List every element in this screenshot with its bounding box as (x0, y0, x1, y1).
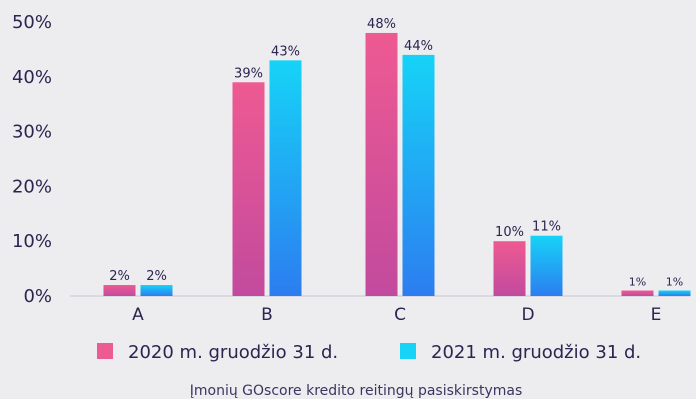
bar-data-label: 43% (271, 44, 300, 59)
bar-data-label: 10% (495, 225, 524, 240)
bar-data-label: 2% (109, 269, 130, 284)
bar-data-label: 44% (404, 39, 433, 54)
y-tick-label: 30% (12, 122, 52, 143)
y-axis: 0% 10% 20% 30% 40% 50% (12, 12, 52, 307)
bar-2020-a (103, 285, 136, 296)
bar-2021-b (269, 60, 302, 296)
legend-swatch (97, 343, 113, 359)
bar-data-label: 39% (234, 66, 263, 81)
legend-swatch (400, 343, 416, 359)
chart-caption: Įmonių GOscore kredito reitingų pasiskir… (190, 383, 523, 399)
x-tick-label: A (132, 305, 144, 325)
bar-2020-b (232, 82, 265, 296)
y-tick-label: 50% (12, 12, 52, 33)
bar-2020-c (365, 32, 398, 297)
legend-label: 2021 m. gruodžio 31 d. (431, 342, 641, 363)
bar-data-label: 2% (146, 269, 167, 284)
bar-2021-c (402, 54, 435, 296)
bar-data-label: 1% (666, 276, 683, 289)
y-tick-label: 10% (12, 231, 52, 252)
x-axis: A B C D E (132, 305, 661, 325)
bar-2021-e (658, 290, 691, 296)
bar-data-label: 1% (629, 276, 646, 289)
x-tick-label: C (394, 305, 406, 325)
x-tick-label: E (651, 305, 662, 325)
bars: 2% 2% 39% 43% 48% 44% 10% 11% 1% 1% (103, 17, 691, 297)
legend-label: 2020 m. gruodžio 31 d. (128, 342, 338, 363)
bar-data-label: 11% (532, 220, 561, 235)
x-tick-label: D (521, 305, 534, 325)
bar-2020-e (621, 290, 654, 296)
bar-data-label: 48% (367, 17, 396, 32)
x-tick-label: B (261, 305, 273, 325)
bar-2020-d (493, 241, 526, 296)
legend: 2020 m. gruodžio 31 d. 2021 m. gruodžio 3… (97, 342, 641, 363)
bar-2021-d (530, 235, 563, 296)
y-tick-label: 0% (23, 286, 52, 307)
bar-2021-a (140, 285, 173, 296)
y-tick-label: 20% (12, 176, 52, 197)
y-tick-label: 40% (12, 67, 52, 88)
